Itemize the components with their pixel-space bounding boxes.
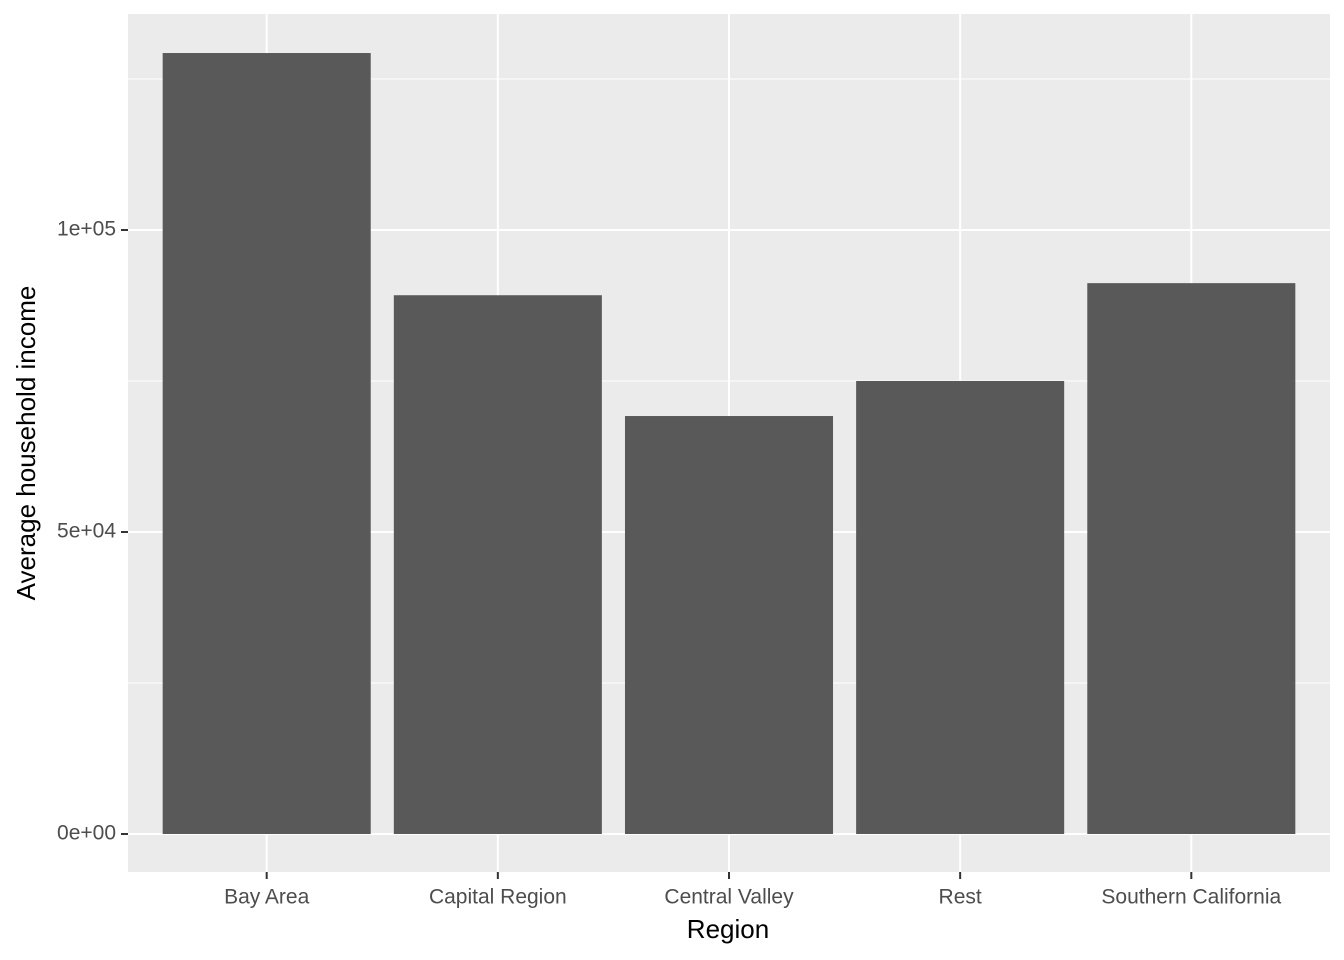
x-tick-label: Southern California <box>1101 886 1281 909</box>
bar <box>162 53 371 835</box>
x-tick-label: Rest <box>939 886 982 909</box>
y-tick-label: 0e+00 <box>57 822 116 845</box>
bar <box>393 295 602 835</box>
y-axis-title: Average household income <box>11 286 41 601</box>
bar <box>1087 283 1296 835</box>
x-tick-label: Capital Region <box>429 886 567 909</box>
x-tick-label: Central Valley <box>664 886 794 909</box>
y-tick-label: 1e+05 <box>57 218 116 241</box>
bar <box>856 380 1065 835</box>
y-tick-label: 5e+04 <box>57 520 116 543</box>
bar <box>624 416 834 835</box>
x-axis-title: Region <box>687 914 769 944</box>
x-tick-label: Bay Area <box>224 886 310 909</box>
